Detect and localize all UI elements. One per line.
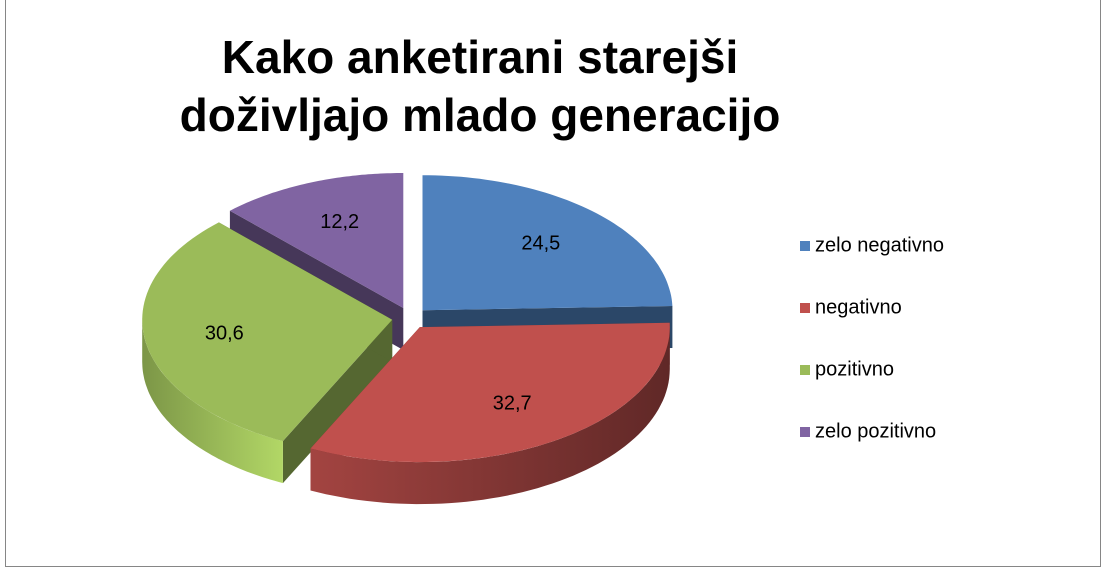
chart-title: Kako anketirani starejši doživljajo mlad… (179, 31, 781, 141)
data-label: 30,6 (205, 322, 244, 344)
legend-swatch (800, 303, 810, 313)
pie-slice (229, 173, 404, 308)
pie-slice (422, 175, 673, 311)
slice-side (142, 319, 283, 484)
chart-frame (5, 0, 1101, 567)
legend-label: zelo negativno (815, 234, 944, 256)
legend-label: negativno (815, 296, 902, 318)
slice-wall (282, 319, 393, 484)
slice-side (310, 327, 670, 505)
data-label: 12,2 (320, 211, 359, 233)
legend-swatch (800, 427, 810, 437)
legend-label: pozitivno (815, 358, 894, 380)
pie-slice (310, 322, 670, 463)
data-label: 24,5 (521, 233, 560, 255)
data-label: 32,7 (493, 392, 532, 414)
legend-swatch (800, 365, 810, 375)
pie-slice (142, 222, 393, 442)
legend-swatch (800, 241, 810, 251)
legend-label: zelo pozitivno (815, 420, 936, 442)
